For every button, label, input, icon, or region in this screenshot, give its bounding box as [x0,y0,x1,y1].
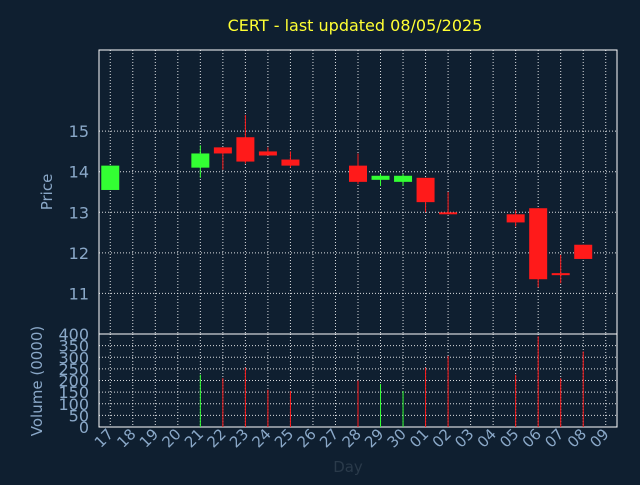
candle-body [258,151,277,156]
candle-body [506,214,525,223]
price-grid [99,50,617,334]
volume-tick-label: 50 [69,406,89,425]
price-axis-ticks: 11 12 13 14 15 [69,122,89,303]
day-tick-label: 09 [586,425,612,451]
candle-body [191,153,210,168]
volume-bars [199,336,584,427]
volume-tick-label: 400 [58,325,89,344]
candle-body [213,147,232,154]
volume-tick-label: 100 [58,395,89,414]
volume-axis-label: Volume (0000) [28,326,46,436]
candle-body [394,175,413,182]
volume-tick-label: 300 [58,348,89,367]
candle-body [574,244,593,259]
price-tick-label: 12 [69,244,89,263]
candle-body [236,137,255,162]
candle-body [529,208,548,280]
price-axis-label: Price [38,174,56,211]
candles [101,114,593,288]
candle-body [101,165,120,190]
volume-tick-label: 250 [58,360,89,379]
price-tick-label: 14 [69,163,89,182]
candle-body [281,159,300,166]
candle-body [439,212,458,215]
day-axis-ticks: 1718192021222324252627282930010203040506… [91,425,613,451]
candle-body [371,175,390,180]
volume-tick-label: 0 [79,418,89,437]
candle-body [349,165,367,182]
candle-body [551,273,570,276]
volume-tick-label: 350 [58,337,89,356]
volume-tick-label: 150 [58,383,89,402]
price-tick-label: 15 [69,122,89,141]
price-tick-label: 11 [69,284,89,303]
chart-title: CERT - last updated 08/05/2025 [228,16,483,35]
volume-tick-label: 200 [58,372,89,391]
x-axis-label: Day [333,458,363,476]
price-tick-label: 13 [69,203,89,222]
candle-body [416,177,435,203]
